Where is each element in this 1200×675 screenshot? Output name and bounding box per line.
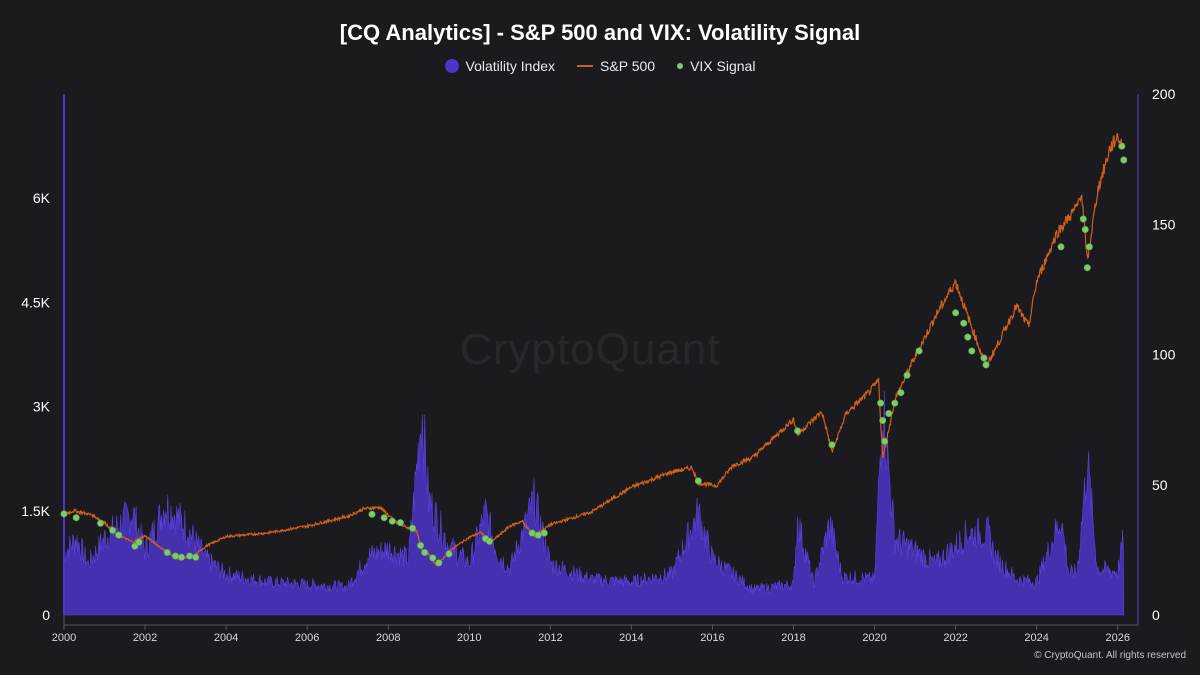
vix-signal-point: [885, 409, 893, 417]
x-tick-label: 2004: [214, 632, 238, 644]
vix-signal-point: [891, 399, 899, 407]
vix-signal-point: [694, 477, 702, 485]
chart-title: [CQ Analytics] - S&P 500 and VIX: Volati…: [339, 20, 861, 45]
vix-signal-point: [1083, 264, 1091, 272]
vix-signal-point: [794, 427, 802, 435]
vix-signal-point: [388, 517, 396, 525]
vix-signal-point: [1085, 243, 1093, 251]
x-tick-label: 2012: [538, 632, 562, 644]
legend-item-volatility-index[interactable]: Volatility Index: [444, 58, 556, 74]
x-tick-label: 2024: [1024, 632, 1048, 644]
x-tick-label: 2006: [295, 632, 319, 644]
vix-signal-point: [879, 416, 887, 424]
vix-signal-point: [982, 361, 990, 369]
vix-signal-point: [172, 552, 180, 560]
x-tick-label: 2022: [943, 632, 967, 644]
legend-swatch-volatility-index: [444, 59, 459, 73]
vix-signal-point: [186, 552, 194, 560]
vix-signal-point: [72, 514, 80, 522]
vix-signal-point: [534, 531, 542, 539]
vix-signal-point: [368, 510, 376, 518]
vix-signal-point: [408, 524, 416, 532]
legend-label-sp500: S&P 500: [600, 58, 656, 74]
vix-signal-point: [417, 541, 425, 549]
vix-signal-point: [485, 537, 493, 545]
vix-signal-point: [828, 441, 836, 449]
vix-signal-point: [435, 559, 443, 567]
vix-signal-point: [131, 542, 139, 550]
x-tick-label: 2014: [619, 632, 643, 644]
vix-signal-point: [60, 510, 68, 518]
x-tick-label: 2016: [700, 632, 724, 644]
vix-area: [63, 390, 1125, 616]
vix-signal-point: [1120, 156, 1128, 164]
x-tick-label: 2008: [376, 632, 400, 644]
vix-signal-point: [952, 309, 960, 317]
x-tick-label: 2020: [862, 632, 886, 644]
vix-signal-point: [163, 548, 171, 556]
vix-signal-point: [964, 333, 972, 341]
vix-signal-point: [540, 529, 548, 537]
legend: Volatility Index S&P 500 VIX Signal: [0, 58, 1200, 74]
vix-signal-point: [980, 354, 988, 362]
legend-label-volatility-index: Volatility Index: [465, 58, 556, 74]
vix-signal-point: [97, 519, 105, 527]
vix-signal-point: [380, 514, 388, 522]
vix-signal-point: [396, 519, 404, 527]
y-right-tick-label: 0: [1152, 607, 1160, 623]
vix-signal-point: [429, 554, 437, 562]
vix-signal-point: [1081, 226, 1089, 234]
vix-signal-point: [192, 553, 200, 561]
y-right-tick-label: 100: [1152, 347, 1176, 363]
y-right-tick-label: 50: [1152, 477, 1168, 493]
vix-signal-point: [915, 347, 923, 355]
vix-signal-point: [445, 550, 453, 558]
y-right-tick-label: 200: [1152, 86, 1176, 102]
y-left-tick-label: 4.5K: [21, 294, 50, 310]
vix-signal-point: [1079, 215, 1087, 223]
legend-swatch-vix-signal: [677, 63, 684, 69]
y-left-tick-label: 0: [42, 607, 50, 623]
y-left-tick-label: 6K: [33, 190, 51, 206]
vix-signal-point: [135, 538, 143, 546]
x-tick-label: 2010: [457, 632, 481, 644]
vix-signal-point: [1118, 142, 1126, 150]
vix-area-series: [63, 94, 1125, 616]
copyright-notice: © CryptoQuant. All rights reserved: [1034, 650, 1186, 661]
legend-swatch-sp500: [577, 65, 594, 67]
vix-signal-point: [897, 389, 905, 397]
vix-signal-point: [109, 526, 117, 534]
vix-signal-point: [1057, 243, 1065, 251]
vix-signal-point: [115, 531, 123, 539]
vix-signal-point: [968, 347, 976, 355]
x-tick-label: 2002: [133, 632, 157, 644]
vix-signal-point: [903, 371, 911, 379]
watermark: CryptoQuant: [460, 325, 721, 374]
legend-label-vix-signal: VIX Signal: [690, 58, 756, 74]
tick-labels: 0 1.5K 3K 4.5K 6K 0 50 100 150 200 2000 2002 2004 200…: [21, 86, 1175, 644]
sp500-line: [63, 133, 1125, 567]
vix-signal-point: [881, 437, 889, 445]
y-left-tick-label: 3K: [33, 399, 51, 415]
x-tick-label: 2000: [52, 632, 76, 644]
x-tick-label: 2018: [781, 632, 805, 644]
y-right-tick-label: 150: [1152, 216, 1176, 232]
y-left-tick-label: 1.5K: [21, 503, 50, 519]
vix-signal-point: [528, 529, 536, 537]
legend-item-vix-signal[interactable]: VIX Signal: [677, 58, 755, 74]
vix-signal-series: [60, 142, 1128, 567]
legend-item-sp500[interactable]: S&P 500: [577, 58, 655, 74]
vix-signal-point: [877, 399, 885, 407]
vix-signal-point: [421, 548, 429, 556]
vix-signal-point: [960, 319, 968, 327]
sp500-line-series: [63, 133, 1125, 567]
x-tick-label: 2026: [1105, 632, 1129, 644]
vix-signal-point: [178, 553, 186, 561]
